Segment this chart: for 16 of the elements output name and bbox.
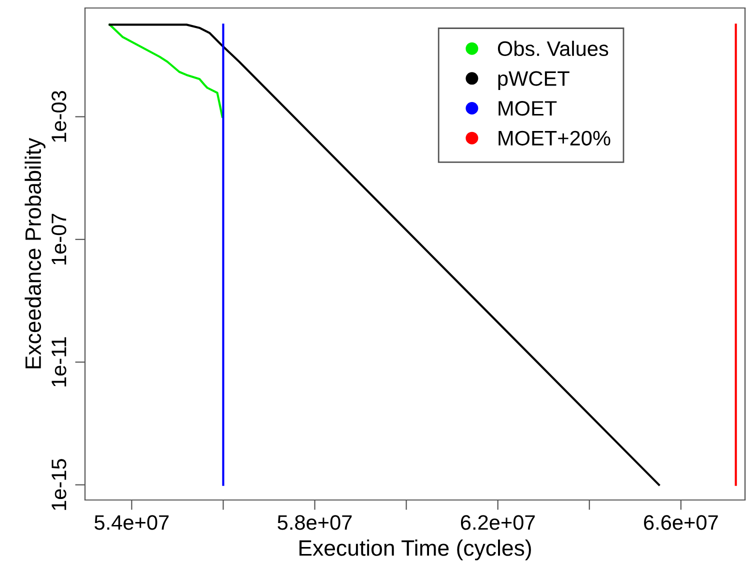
x-axis-title: Execution Time (cycles) — [300, 540, 531, 560]
y-axis-title: Exceedance Probability — [24, 138, 46, 368]
legend-label: pWCET — [498, 71, 570, 90]
x-tick-label: 5.4e+07 — [94, 515, 169, 530]
line-series — [108, 24, 660, 486]
y-tick-label: 1e-15 — [52, 459, 66, 510]
legend-label: Obs. Values — [498, 40, 608, 56]
x-tick-label: 6.2e+07 — [460, 515, 535, 530]
y-tick-label: 1e-07 — [52, 214, 66, 264]
y-tick-label: 1e-11 — [52, 337, 66, 386]
y-tick-label: 1e-03 — [52, 90, 66, 142]
x-tick-label: 6.6e+07 — [644, 515, 718, 530]
legend-label: MOET+20% — [498, 130, 610, 146]
line-series — [108, 24, 224, 118]
legend-label: MOET — [498, 100, 557, 116]
x-tick-label: 5.8e+07 — [278, 515, 352, 530]
